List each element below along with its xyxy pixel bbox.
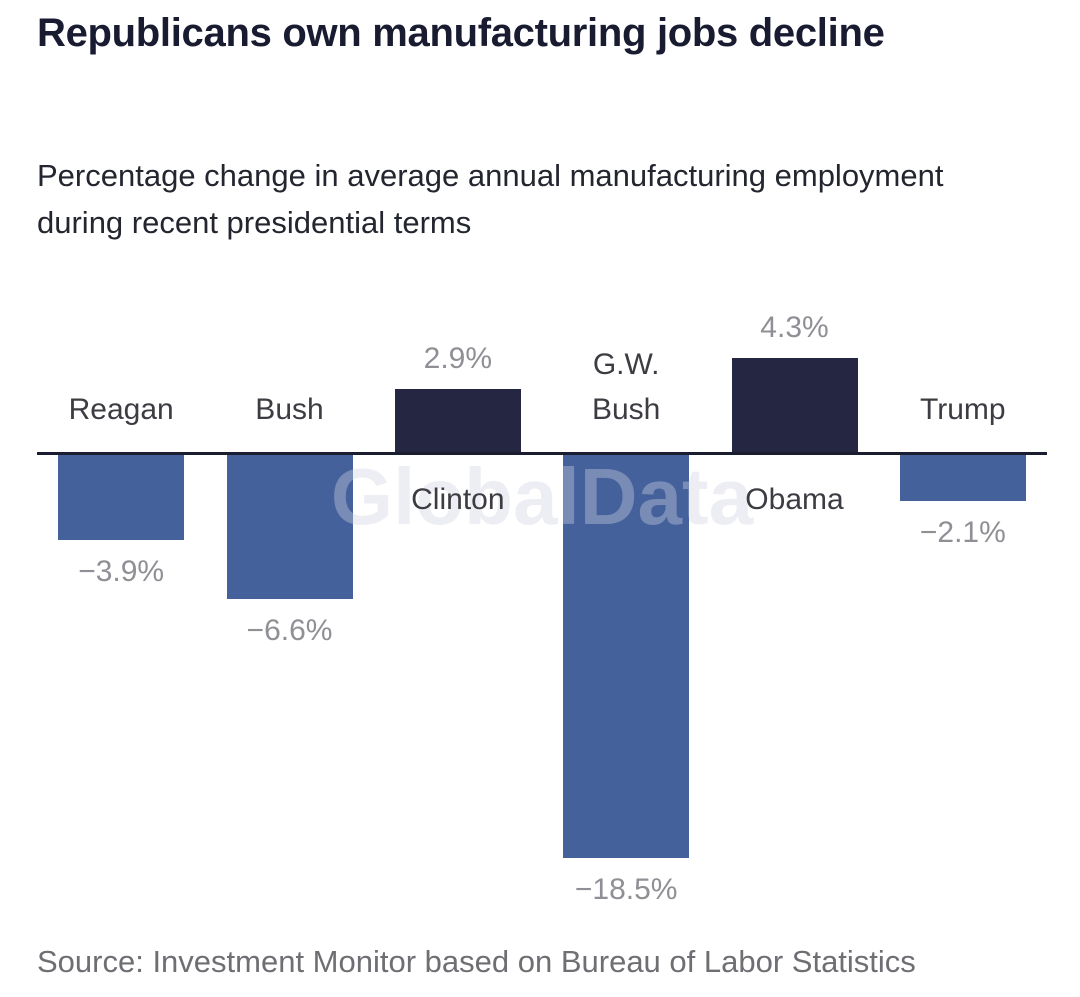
category-label-obama: Obama bbox=[745, 483, 844, 516]
source-note: Source: Investment Monitor based on Bure… bbox=[37, 944, 916, 979]
value-label-obama: 4.3% bbox=[760, 311, 829, 345]
bar-obama bbox=[731, 358, 858, 452]
bar-clinton bbox=[394, 388, 521, 452]
value-label-clinton: 2.9% bbox=[423, 341, 493, 375]
value-label-reagan: −3.9% bbox=[78, 555, 165, 589]
value-label-bush: −6.6% bbox=[246, 613, 333, 647]
value-label-g-w-bush: −18.5% bbox=[574, 873, 678, 907]
category-label-clinton: Clinton bbox=[411, 483, 505, 516]
category-label-reagan: Reagan bbox=[68, 393, 174, 426]
value-label-trump: −2.1% bbox=[919, 515, 1006, 549]
category-label-g-w-bush: G.W. Bush bbox=[591, 348, 661, 426]
category-label-trump: Trump bbox=[920, 393, 1006, 426]
globaldata-watermark: GlobalData bbox=[330, 452, 754, 541]
bar-reagan bbox=[58, 455, 185, 541]
bar-chart: GlobalData Reagan −3.9% Bush −6.6% Clinton 2.… bbox=[37, 295, 1047, 913]
bar-bush bbox=[226, 455, 353, 599]
zero-axis-line bbox=[37, 452, 1047, 455]
category-label-bush: Bush bbox=[255, 393, 324, 426]
chart-title: Republicans own manufacturing jobs decli… bbox=[37, 11, 885, 55]
bar-trump bbox=[899, 455, 1026, 501]
chart-subtitle: Percentage change in average annual manu… bbox=[37, 158, 944, 240]
bar-g-w-bush bbox=[563, 455, 690, 859]
